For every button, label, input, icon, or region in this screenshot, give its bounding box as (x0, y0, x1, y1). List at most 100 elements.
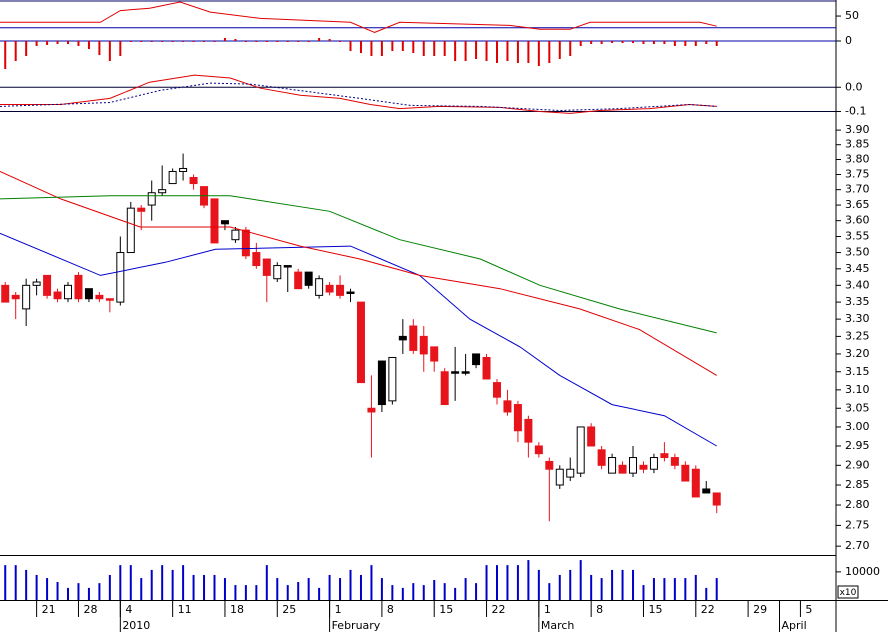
bar (67, 587, 70, 600)
candle-body (137, 207, 146, 212)
bar (56, 582, 59, 600)
candle-body (670, 457, 679, 466)
candle-body (283, 265, 292, 268)
bar (527, 560, 530, 600)
candle-body (534, 445, 543, 455)
bar (192, 574, 195, 600)
bar (203, 41, 206, 42)
bar (632, 41, 635, 43)
candle-body (388, 356, 397, 402)
candle-body (1, 284, 10, 303)
bar (307, 578, 310, 600)
bar (370, 565, 373, 600)
candle-body (587, 426, 596, 447)
bar (265, 41, 268, 42)
bar (684, 578, 687, 600)
bar (391, 41, 394, 51)
bar (558, 574, 561, 600)
y-tick-label: 3.25 (845, 329, 870, 342)
bar (715, 578, 718, 600)
bar (663, 578, 666, 600)
bar (223, 578, 226, 600)
candle-body (681, 464, 690, 482)
bar (401, 41, 404, 51)
bar (150, 569, 153, 600)
bar (349, 569, 352, 600)
bar (244, 585, 247, 600)
bar (359, 41, 362, 53)
candle-body (84, 288, 93, 300)
bar (621, 569, 624, 600)
bar (108, 574, 111, 600)
candle-body (262, 258, 271, 276)
candle-body (712, 492, 721, 506)
bar (244, 41, 247, 42)
y-tick-label: 2.95 (845, 439, 870, 452)
bar (673, 578, 676, 600)
candle-body (356, 301, 365, 384)
bar (161, 565, 164, 600)
bar (213, 574, 216, 600)
x-tick-label: 11 (178, 603, 192, 616)
bar (307, 41, 310, 42)
bar (255, 585, 258, 600)
bar (475, 583, 478, 600)
candle-body (189, 177, 198, 185)
candle-body (597, 449, 606, 466)
candle-body (576, 426, 585, 474)
bar (255, 41, 258, 42)
y-tick-label: 0.0 (845, 80, 863, 93)
month-label: March (541, 619, 575, 632)
bar (380, 41, 383, 56)
bar (642, 585, 645, 600)
bar (67, 41, 70, 44)
candle-body (451, 371, 460, 374)
y-tick-label: 3.50 (845, 246, 870, 259)
bar (590, 574, 593, 600)
bar (56, 41, 59, 44)
bar (632, 569, 635, 600)
candle-body (95, 294, 104, 300)
y-tick-label: 3.00 (845, 420, 870, 433)
bar (621, 41, 624, 43)
bar (412, 583, 415, 600)
bar (25, 41, 28, 56)
candle-body (440, 371, 449, 406)
bar (485, 41, 488, 61)
month-label: April (781, 619, 806, 632)
candle-body (346, 291, 355, 295)
candle-body (545, 460, 554, 470)
x-tick-label: 18 (230, 603, 244, 616)
x-tick-label: 21 (42, 603, 56, 616)
bar (464, 41, 467, 61)
bar (443, 583, 446, 600)
bar (464, 578, 467, 600)
candle-body (11, 294, 20, 300)
candle-body (503, 400, 512, 413)
bar (401, 587, 404, 600)
y-tick-label: 2.70 (845, 539, 870, 552)
bar (328, 574, 331, 600)
bar (98, 583, 101, 600)
candle-body (158, 189, 167, 194)
candle-body (105, 298, 114, 301)
bar (516, 565, 519, 600)
candle-body (566, 468, 575, 478)
y-tick-label: 3.80 (845, 152, 870, 165)
y-tick-label: 3.35 (845, 295, 870, 308)
x-tick-label: 15 (648, 603, 662, 616)
x-tick-label: 4 (125, 603, 132, 616)
bar (443, 41, 446, 56)
bar (548, 583, 551, 600)
bar (286, 41, 289, 42)
y-tick-label: 3.45 (845, 262, 870, 275)
bar (318, 587, 321, 600)
bar (569, 41, 572, 56)
y-tick-label: 0 (845, 34, 852, 47)
bar (119, 41, 122, 56)
bar (35, 574, 38, 600)
bar (4, 565, 7, 600)
x-tick-label: 1 (544, 603, 551, 616)
